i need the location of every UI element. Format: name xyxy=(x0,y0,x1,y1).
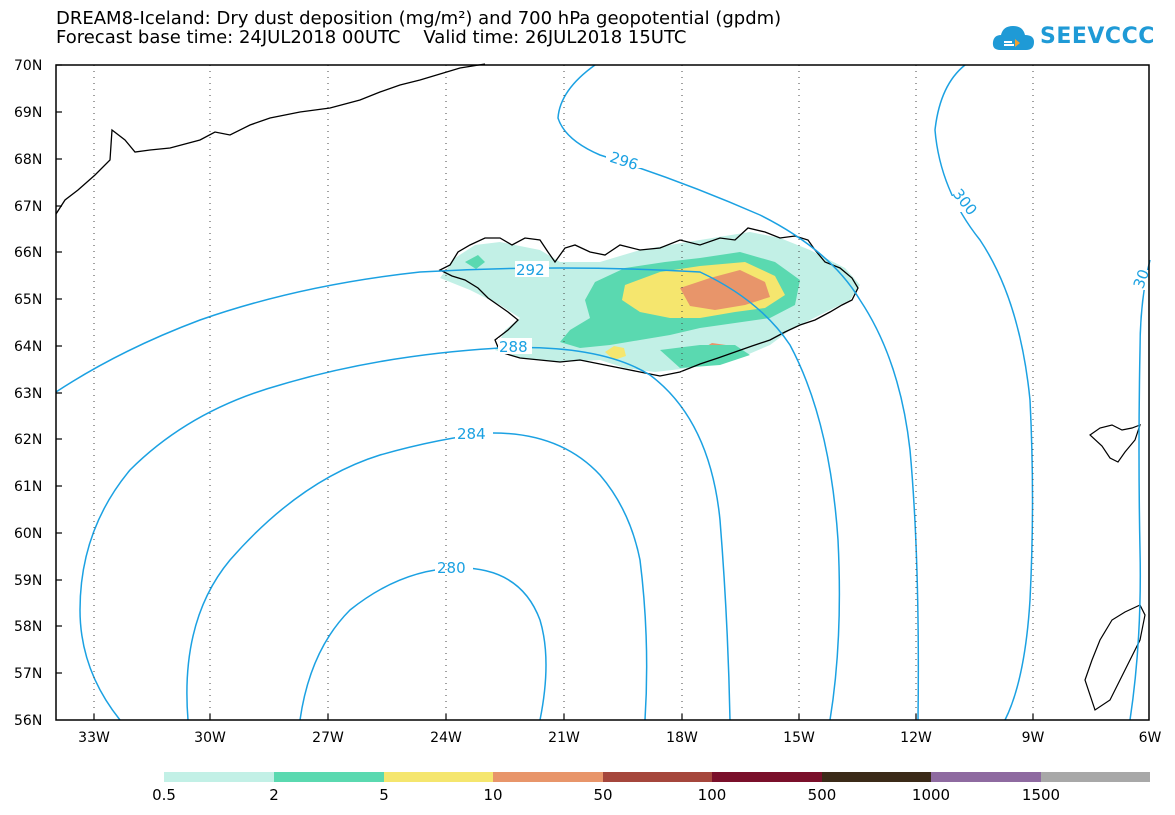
lat-label: 60N xyxy=(14,526,42,542)
legend-label: 100 xyxy=(698,786,727,804)
lat-label: 61N xyxy=(14,479,42,495)
lat-label: 69N xyxy=(14,105,42,121)
lat-label: 58N xyxy=(14,619,42,635)
axis-ticks xyxy=(56,64,1034,720)
latitude-labels: 70N 69N 68N 67N 66N 65N 64N 63N 62N 61N … xyxy=(14,58,42,729)
legend-label: 5 xyxy=(379,786,389,804)
lon-label: 27W xyxy=(312,730,344,746)
lat-label: 62N xyxy=(14,432,42,448)
contour-label-30: 30 xyxy=(1130,267,1153,291)
cloud-logo-icon xyxy=(992,26,1034,50)
lon-label: 6W xyxy=(1139,730,1162,746)
contour-304 xyxy=(1129,259,1151,721)
legend-swatch xyxy=(1041,772,1150,782)
legend-label: 1000 xyxy=(912,786,950,804)
lat-label: 64N xyxy=(14,339,42,355)
contour-label-296: 296 xyxy=(608,148,641,174)
iceland-coastline xyxy=(438,227,859,377)
lat-label: 57N xyxy=(14,666,42,682)
legend-label: 500 xyxy=(808,786,837,804)
legend-label: 2 xyxy=(269,786,279,804)
logo-text: SEEVCCC xyxy=(1040,24,1155,49)
legend-label: 10 xyxy=(483,786,502,804)
legend-label: 1500 xyxy=(1022,786,1060,804)
legend-swatch xyxy=(274,772,384,782)
legend-swatch xyxy=(493,772,603,782)
contour-label-280: 280 xyxy=(437,559,466,577)
contour-296 xyxy=(557,64,920,721)
lon-label: 9W xyxy=(1022,730,1045,746)
lat-label: 67N xyxy=(14,199,42,215)
contour-label-292: 292 xyxy=(516,261,545,279)
gridlines xyxy=(93,65,1034,720)
legend-colorbar xyxy=(164,772,1150,782)
contour-288 xyxy=(79,346,731,721)
lon-label: 24W xyxy=(430,730,462,746)
greenland-coastline xyxy=(55,63,486,215)
legend-labels: 0.5 2 5 10 50 100 500 1000 1500 xyxy=(152,786,1060,804)
lon-label: 33W xyxy=(78,730,110,746)
contour-300 xyxy=(934,64,1034,721)
lat-label: 68N xyxy=(14,152,42,168)
map-frame xyxy=(55,64,1150,721)
longitude-labels: 33W 30W 27W 24W 21W 18W 15W 12W 9W 6W xyxy=(78,730,1161,746)
legend-swatch xyxy=(384,772,493,782)
map-subtitle: Forecast base time: 24JUL2018 00UTC Vali… xyxy=(56,27,687,48)
legend-swatch xyxy=(603,772,712,782)
contour-label-288: 288 xyxy=(499,338,528,356)
legend-swatch xyxy=(164,772,274,782)
scotland-coastline xyxy=(1084,604,1146,711)
faroe-coastline xyxy=(1089,423,1141,463)
legend-swatch xyxy=(931,772,1041,782)
lon-label: 30W xyxy=(194,730,226,746)
contour-292 xyxy=(55,267,841,721)
lat-label: 56N xyxy=(14,713,42,729)
legend-label: 50 xyxy=(593,786,612,804)
lat-label: 63N xyxy=(14,386,42,402)
lat-label: 66N xyxy=(14,245,42,261)
map-title: DREAM8-Iceland: Dry dust deposition (mg/… xyxy=(56,8,782,29)
geopotential-contours xyxy=(55,64,1151,721)
lat-label: 59N xyxy=(14,573,42,589)
lat-label: 70N xyxy=(14,58,42,74)
contour-labels: 296 300 30 292 288 284 280 xyxy=(435,148,1153,577)
lon-label: 15W xyxy=(783,730,815,746)
lon-label: 18W xyxy=(666,730,698,746)
legend-label: 0.5 xyxy=(152,786,176,804)
legend-swatch xyxy=(822,772,931,782)
lon-label: 12W xyxy=(900,730,932,746)
contour-280 xyxy=(299,567,547,721)
lon-label: 21W xyxy=(548,730,580,746)
contour-label-284: 284 xyxy=(457,425,486,443)
contour-284 xyxy=(186,432,648,721)
legend-swatch xyxy=(712,772,822,782)
lat-label: 65N xyxy=(14,292,42,308)
contour-label-300: 300 xyxy=(949,185,981,219)
